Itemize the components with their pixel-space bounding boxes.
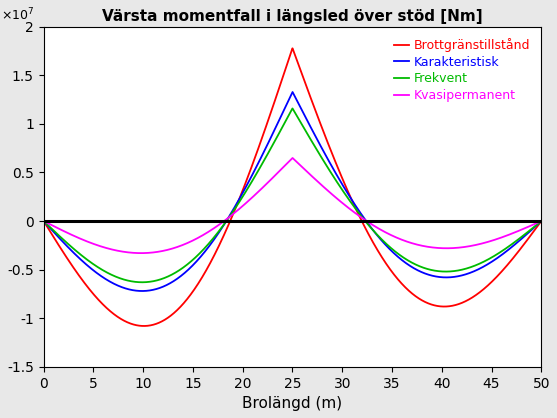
- Line: Frekvent: Frekvent: [43, 109, 541, 282]
- Brottgränstillstånd: [289, 46, 296, 51]
- Karakteristisk: [475, 267, 482, 272]
- Karakteristisk: [139, 288, 145, 293]
- Kvasipermanent: [231, 210, 238, 215]
- Kvasipermanent: [475, 242, 482, 247]
- Brottgränstillstånd: [538, 219, 545, 224]
- Karakteristisk: [97, 273, 104, 278]
- Kvasipermanent: [289, 155, 296, 161]
- Frekvent: [289, 106, 296, 111]
- Kvasipermanent: [126, 250, 133, 255]
- Brottgränstillstånd: [253, 152, 260, 157]
- Karakteristisk: [538, 219, 545, 224]
- Line: Karakteristisk: Karakteristisk: [43, 92, 541, 291]
- Brottgränstillstånd: [40, 219, 47, 224]
- Karakteristisk: [253, 165, 260, 170]
- Frekvent: [253, 172, 260, 177]
- Frekvent: [97, 266, 104, 271]
- Title: Värsta momentfall i längsled över stöd [Nm]: Värsta momentfall i längsled över stöd […: [102, 9, 483, 24]
- Kvasipermanent: [97, 244, 104, 249]
- Brottgränstillstånd: [475, 291, 482, 296]
- Karakteristisk: [126, 287, 133, 292]
- Line: Brottgränstillstånd: Brottgränstillstånd: [43, 48, 541, 326]
- Frekvent: [139, 280, 145, 285]
- Brottgränstillstånd: [140, 324, 147, 329]
- Brottgränstillstånd: [97, 299, 104, 304]
- Frekvent: [231, 206, 238, 212]
- Kvasipermanent: [138, 251, 144, 256]
- Frekvent: [538, 219, 545, 224]
- Kvasipermanent: [529, 223, 535, 228]
- Karakteristisk: [40, 219, 47, 224]
- X-axis label: Brolängd (m): Brolängd (m): [242, 396, 343, 411]
- Frekvent: [40, 219, 47, 224]
- Kvasipermanent: [40, 219, 47, 224]
- Frekvent: [475, 262, 482, 267]
- Karakteristisk: [289, 89, 296, 94]
- Line: Kvasipermanent: Kvasipermanent: [43, 158, 541, 253]
- Legend: Brottgränstillstånd, Karakteristisk, Frekvent, Kvasipermanent: Brottgränstillstånd, Karakteristisk, Fre…: [389, 33, 535, 107]
- Karakteristisk: [231, 205, 238, 210]
- Brottgränstillstånd: [231, 208, 238, 213]
- Text: $\times 10^7$: $\times 10^7$: [1, 7, 35, 23]
- Kvasipermanent: [253, 191, 260, 196]
- Brottgränstillstånd: [126, 321, 133, 326]
- Brottgränstillstånd: [529, 231, 535, 236]
- Karakteristisk: [529, 227, 535, 232]
- Kvasipermanent: [538, 219, 545, 224]
- Frekvent: [529, 226, 535, 231]
- Frekvent: [126, 278, 133, 283]
